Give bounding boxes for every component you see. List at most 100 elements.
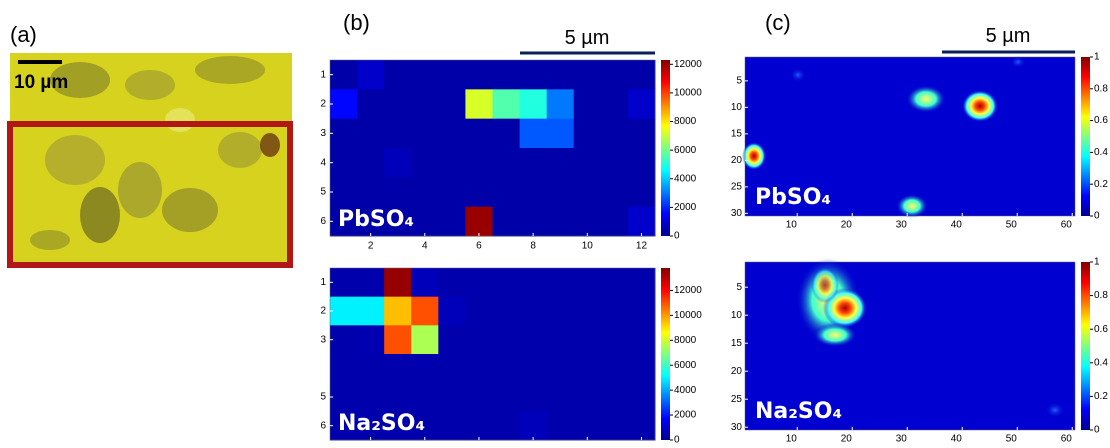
- scale-label: 5 µm: [986, 25, 1031, 47]
- heatmap-cell: [411, 325, 439, 355]
- y-tick-label: 15: [731, 128, 743, 139]
- x-tick-label: 60: [1061, 434, 1073, 443]
- x-tick-label: 10: [582, 241, 594, 252]
- heatmap-cell: [465, 296, 493, 326]
- heatmap-cell: [600, 148, 629, 178]
- heatmap-cell: [573, 60, 602, 90]
- heatmap-cell: [357, 206, 385, 237]
- x-tick-label: 10: [786, 220, 798, 231]
- compound-label: Na₂SO₄: [338, 411, 425, 436]
- heatmap-cell: [384, 411, 412, 441]
- heatmap-cell: [627, 206, 656, 237]
- colorbar: [1081, 57, 1090, 216]
- y-tick-label: 10: [731, 310, 743, 321]
- heatmap-cell: [600, 354, 629, 384]
- colorbar-tick-label: 4000: [674, 385, 697, 396]
- heatmap-cell: [438, 206, 466, 237]
- map-image: [742, 56, 1075, 218]
- heatmap-cell: [357, 118, 385, 149]
- heatmap-cell: [438, 60, 466, 90]
- heatmap-cell: [519, 268, 548, 298]
- x-tick-label: 20: [841, 220, 853, 231]
- heatmap-cell: [438, 89, 466, 120]
- heatmap-cell: [411, 206, 439, 237]
- x-tick-label: 40: [951, 220, 963, 231]
- colorbar-tick-label: 10000: [674, 310, 702, 321]
- heatmap-cell: [384, 296, 412, 326]
- heatmap-cell: [573, 268, 602, 298]
- heatmap-cell: [546, 382, 575, 412]
- heatmap-cell: [492, 148, 521, 178]
- heatmap-cell: [627, 89, 656, 120]
- y-tick-label: 5: [320, 187, 326, 198]
- colorbar-tick-label: 12000: [674, 285, 702, 296]
- panel-label: (b): [343, 10, 370, 35]
- heatmap-cell: [600, 206, 629, 237]
- y-tick-label: 5: [736, 282, 742, 293]
- colorbar: [1081, 262, 1090, 430]
- heatmap-cell: [546, 60, 575, 90]
- heatmap-cell: [627, 148, 656, 178]
- heatmap-cell: [519, 60, 548, 90]
- y-tick-label: 3: [320, 334, 326, 345]
- heatmap-cell: [519, 296, 548, 326]
- heatmap-cell: [357, 89, 385, 120]
- heatmap-cell: [330, 411, 358, 441]
- map-image: [745, 258, 1075, 430]
- colorbar-tick-label: 4000: [674, 173, 697, 184]
- colorbar-tick-label: 2000: [674, 410, 697, 421]
- compound-label: PbSO₄: [338, 207, 414, 232]
- colorbar-tick-label: 0: [674, 231, 680, 242]
- heatmap-cell: [492, 118, 521, 149]
- heatmap-cell: [330, 296, 358, 326]
- heatmap-cell: [384, 325, 412, 355]
- heatmap-cell: [438, 354, 466, 384]
- y-tick-label: 6: [320, 420, 326, 431]
- x-tick-label: 50: [1006, 220, 1018, 231]
- y-tick-label: 30: [731, 422, 743, 433]
- colorbar-tick-label: 10000: [674, 88, 702, 99]
- heatmap-cell: [438, 411, 466, 441]
- heatmap-cell: [411, 382, 439, 412]
- colorbar-tick-label: 1: [1094, 257, 1100, 268]
- heatmap-cell: [573, 382, 602, 412]
- heatmap-cell: [357, 325, 385, 355]
- x-tick-label: 60: [1061, 220, 1073, 231]
- heatmap-cell: [411, 60, 439, 90]
- x-tick-label: 50: [1006, 434, 1018, 443]
- heatmap-cell: [357, 148, 385, 178]
- heatmap-cell: [411, 411, 439, 441]
- heatmap-cell: [411, 354, 439, 384]
- colorbar-tick-label: 6000: [674, 360, 697, 371]
- heatmap-cell: [330, 177, 358, 208]
- heatmap-cell: [330, 354, 358, 384]
- heatmap-cell: [465, 354, 493, 384]
- heatmap-cell: [465, 60, 493, 90]
- y-tick-label: 10: [731, 102, 743, 113]
- heatmap-cell: [519, 89, 548, 120]
- colorbar-tick-label: 0.4: [1094, 357, 1108, 368]
- heatmap-cell: [438, 177, 466, 208]
- x-tick-label: 12: [636, 241, 648, 252]
- heatmap-cell: [330, 382, 358, 412]
- y-tick-label: 2: [320, 99, 326, 110]
- heatmap-cell: [438, 296, 466, 326]
- y-tick-label: 20: [731, 155, 743, 166]
- selection-box: [7, 121, 293, 268]
- colorbar-tick-label: 0.4: [1094, 147, 1108, 158]
- heatmap-cell: [357, 354, 385, 384]
- colorbar: [661, 60, 670, 236]
- colorbar-tick-label: 12000: [674, 59, 702, 70]
- heatmap-cell: [600, 177, 629, 208]
- x-tick-label: 30: [896, 220, 908, 231]
- heatmap-cell: [627, 177, 656, 208]
- heatmap-cell: [357, 296, 385, 326]
- y-tick-label: 1: [320, 69, 326, 80]
- heatmap-cell: [411, 118, 439, 149]
- x-tick-label: 30: [896, 434, 908, 443]
- heatmap-cell: [519, 206, 548, 237]
- colorbar-tick-label: 2000: [674, 202, 697, 213]
- colorbar-tick-label: 0.6: [1094, 115, 1108, 126]
- heatmap-cell: [573, 296, 602, 326]
- heatmap-cell: [546, 411, 575, 441]
